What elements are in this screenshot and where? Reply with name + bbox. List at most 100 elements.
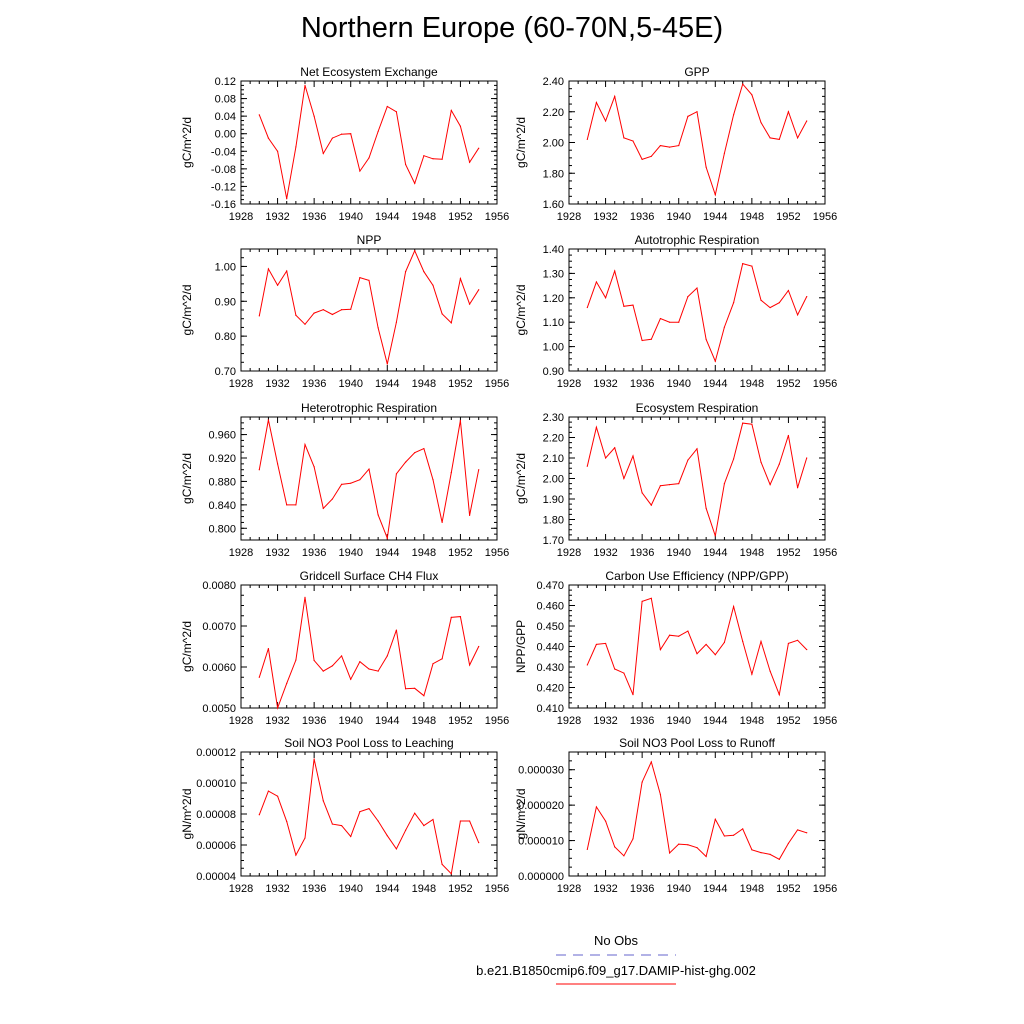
series-line — [586, 83, 808, 197]
data-point — [751, 673, 753, 675]
y-tick-label: 2.10 — [543, 453, 564, 465]
x-tick-label: 1948 — [740, 883, 764, 895]
data-point — [304, 837, 306, 839]
y-tick-label: 2.30 — [543, 412, 564, 424]
data-point — [459, 419, 462, 422]
data-point — [760, 640, 762, 642]
data-point — [441, 521, 443, 524]
data-point — [751, 423, 753, 425]
data-point — [395, 629, 398, 631]
panel-7: Carbon Use Efficiency (NPP/GPP) NPP/GPP 19… — [514, 569, 837, 727]
x-tick-label: 1936 — [630, 883, 654, 895]
series-line — [586, 597, 808, 697]
data-point — [760, 852, 762, 854]
data-point — [423, 448, 425, 450]
y-tick-label: 1.10 — [543, 317, 564, 329]
series-line — [258, 249, 480, 365]
data-point — [267, 647, 270, 650]
y-tick-label: 0.420 — [536, 683, 564, 695]
data-point — [395, 111, 398, 113]
y-tick-label: 0.90 — [215, 296, 236, 308]
data-point — [668, 852, 671, 854]
y-tick-label: -0.04 — [211, 146, 236, 158]
x-tick-label: 1956 — [485, 547, 509, 559]
y-tick-label: 0.000020 — [518, 800, 564, 812]
x-tick-label: 1948 — [740, 378, 764, 390]
y-axis-label: gC/m^2/d — [514, 117, 528, 168]
data-point — [659, 648, 662, 651]
y-tick-label: 0.800 — [208, 523, 236, 535]
data-point — [331, 313, 334, 316]
data-point — [760, 121, 762, 124]
series-line — [586, 422, 808, 537]
data-point — [386, 537, 388, 539]
plot-frame — [240, 248, 498, 372]
x-tick-label: 1952 — [776, 883, 800, 895]
data-point — [742, 640, 744, 642]
data-point — [377, 670, 379, 672]
data-point — [723, 326, 726, 328]
x-tick-label: 1932 — [265, 378, 289, 390]
data-point — [787, 434, 790, 437]
panel-0: Net Ecosystem Exchange gC/m^2/d 1928 1932 19… — [180, 65, 509, 223]
data-point — [732, 834, 735, 836]
data-point — [751, 265, 753, 267]
x-tick-label: 1932 — [265, 547, 289, 559]
data-point — [604, 297, 607, 299]
data-point — [705, 166, 707, 168]
data-point — [340, 825, 343, 827]
y-tick-label: 0.90 — [543, 366, 564, 378]
data-point — [368, 807, 370, 810]
data-point — [478, 289, 480, 291]
data-point — [340, 309, 343, 311]
y-axis-label: gN/m^2/d — [514, 789, 528, 840]
data-point — [423, 271, 425, 273]
x-tick-label: 1932 — [593, 883, 617, 895]
data-point — [668, 321, 671, 323]
legend-label-no-obs: No Obs — [593, 933, 639, 948]
data-point — [395, 321, 398, 323]
x-tick-label: 1936 — [302, 378, 326, 390]
y-tick-label: 0.00006 — [196, 840, 236, 852]
data-point — [787, 289, 790, 292]
data-point — [595, 426, 598, 428]
data-point — [368, 157, 370, 159]
data-point — [322, 670, 324, 672]
data-point — [678, 843, 680, 845]
y-tick-label: 0.80 — [215, 331, 236, 343]
x-tick-label: 1944 — [375, 547, 399, 559]
data-point — [604, 457, 607, 459]
data-point — [432, 284, 434, 286]
x-tick-label: 1948 — [740, 715, 764, 727]
x-tick-label: 1932 — [593, 211, 617, 223]
data-point — [423, 825, 425, 827]
data-point — [432, 818, 434, 821]
x-tick-label: 1952 — [448, 883, 472, 895]
data-point — [641, 492, 643, 494]
plot-frame — [568, 416, 826, 541]
data-point — [714, 194, 716, 196]
x-tick-label: 1928 — [557, 378, 581, 390]
data-point — [595, 643, 598, 646]
data-point — [641, 600, 643, 603]
x-tick-label: 1940 — [666, 378, 690, 390]
data-point — [687, 295, 689, 298]
data-point — [787, 111, 790, 113]
y-axis-label: gN/m^2/d — [180, 789, 194, 840]
panel-title: Net Ecosystem Exchange — [300, 65, 438, 79]
data-point — [714, 818, 716, 820]
y-tick-label: 0.920 — [208, 453, 236, 465]
panel-5: Ecosystem Respiration gC/m^2/d 1928 1932 193… — [514, 401, 837, 559]
data-point — [586, 848, 588, 851]
x-tick-label: 1948 — [412, 883, 436, 895]
data-point — [632, 838, 634, 840]
data-point — [668, 484, 671, 486]
y-tick-label: 1.90 — [543, 494, 564, 506]
data-point — [286, 270, 288, 272]
data-point — [696, 448, 698, 450]
data-point — [806, 295, 808, 298]
x-tick-label: 1952 — [448, 211, 472, 223]
data-point — [696, 847, 698, 849]
y-tick-label: 2.20 — [543, 107, 564, 119]
x-tick-label: 1944 — [703, 883, 727, 895]
